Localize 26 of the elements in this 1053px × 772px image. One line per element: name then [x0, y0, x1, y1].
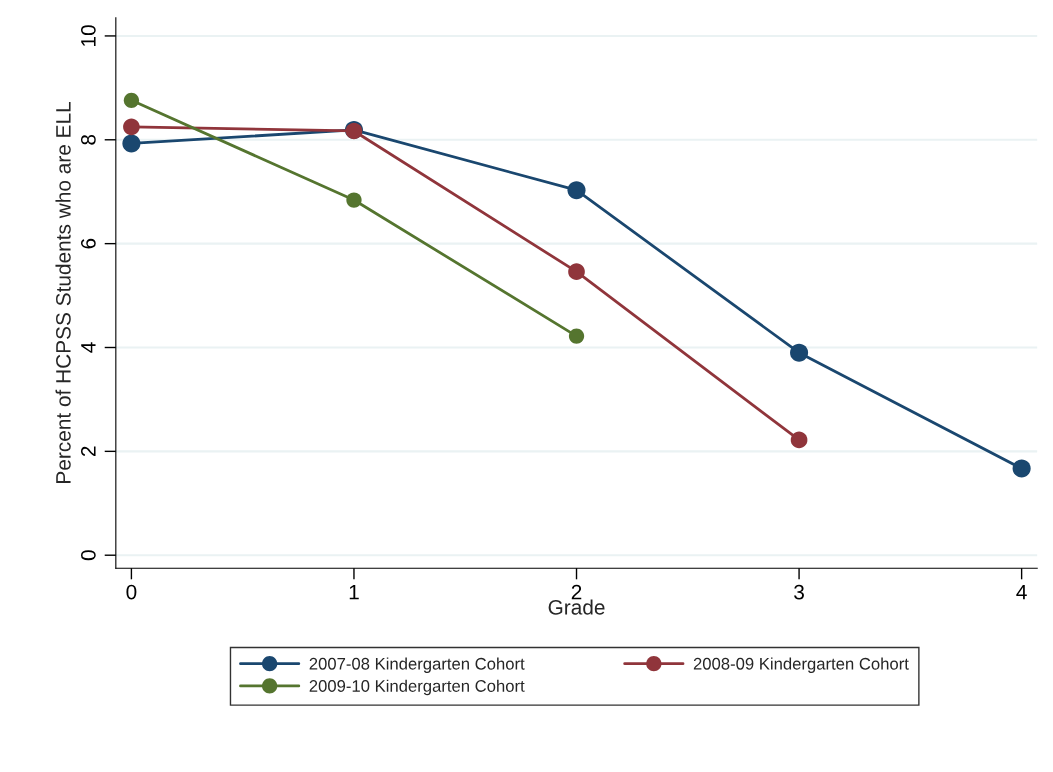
point [123, 118, 140, 136]
y-tick-label: 8 [80, 134, 96, 145]
point [1012, 459, 1031, 478]
y-tick-label: 4 [81, 342, 96, 353]
y-tick-label: 0 [80, 550, 96, 561]
y-axis-title: Percent of HCPSS Students who are ELL [55, 102, 71, 483]
point [123, 92, 140, 108]
y-tick-label: 10 [80, 25, 96, 46]
x-axis-title: Grade [548, 599, 605, 615]
x-tick-label: 2 [571, 584, 582, 600]
point [790, 431, 808, 449]
x-tick-label: 0 [126, 584, 137, 600]
point [568, 263, 585, 281]
x-tick-label: 1 [349, 584, 359, 600]
y-tick-label: 2 [80, 446, 96, 457]
legend-label: 2007-08 Kindergarten Cohort [309, 657, 525, 673]
point [122, 134, 141, 153]
y-tick-label: 6 [80, 238, 96, 249]
point [567, 181, 586, 200]
x-tick-label: 4 [1016, 584, 1027, 600]
point [568, 328, 585, 344]
legend-label: 2009-10 Kindergarten Cohort [309, 679, 525, 696]
x-tick-label: 3 [794, 584, 804, 600]
point [346, 192, 362, 208]
legend-label: 2008-09 Kindergarten Cohort [693, 657, 909, 673]
point [790, 343, 809, 362]
